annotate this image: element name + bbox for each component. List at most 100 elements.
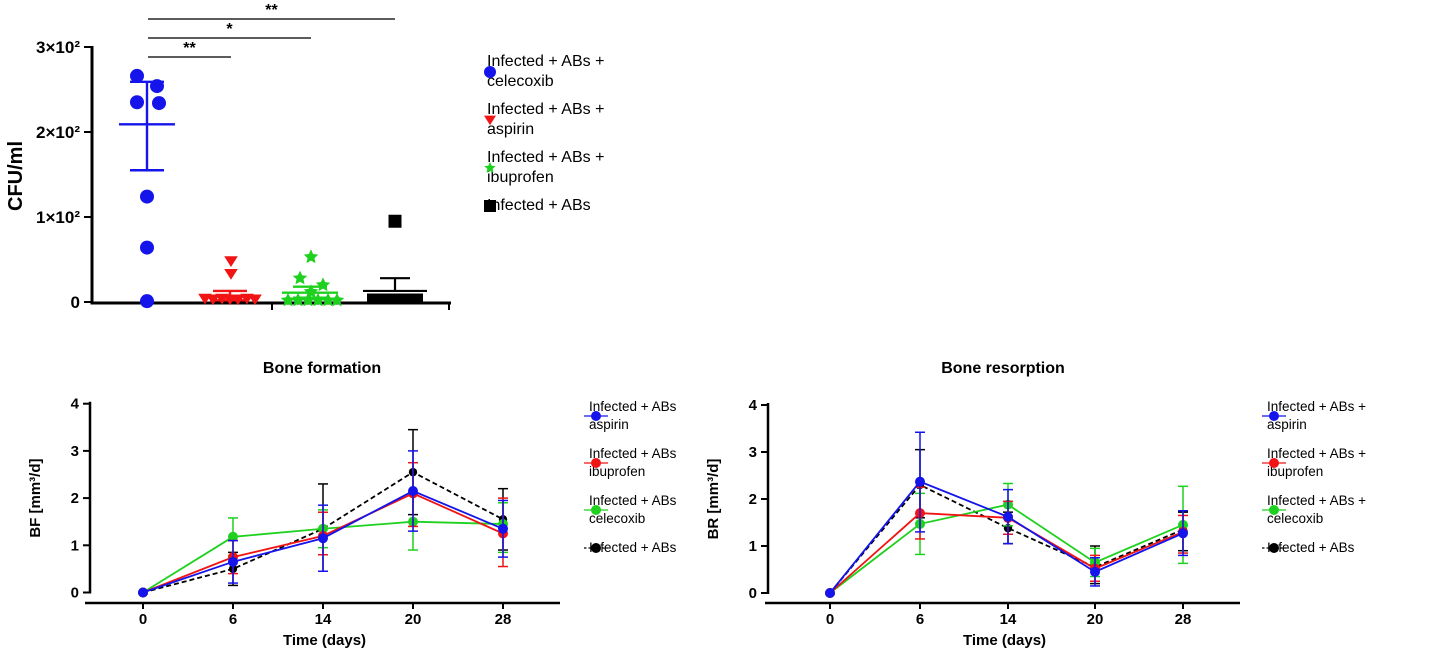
legend-label: Infected + ABs ibuprofen <box>589 446 677 479</box>
x-axis-label: Time (days) <box>963 632 1046 649</box>
legend-item: Infected + ABs ibuprofen <box>584 445 676 481</box>
significance-label: ** <box>265 2 278 19</box>
circle-icon <box>1269 458 1279 468</box>
legend-label: Infected + ABs + aspirin <box>1267 399 1367 432</box>
data-point <box>292 270 308 285</box>
y-tick-label: 0 <box>71 293 80 312</box>
y-tick-label: 0 <box>749 585 757 602</box>
data-point <box>130 95 144 110</box>
x-axis-label: Time (days) <box>283 632 366 649</box>
legend-label: Infected + ABs aspirin <box>589 399 677 432</box>
x-tick-label: 0 <box>139 611 147 628</box>
circle-icon <box>591 505 601 515</box>
data-point <box>408 486 418 497</box>
square-icon <box>484 200 496 212</box>
data-point <box>152 96 166 111</box>
data-point <box>1090 566 1100 577</box>
legend-item: Infected + ABs celecoxib <box>584 492 676 528</box>
legend-item: Infected + ABs + aspirin <box>481 100 604 140</box>
circle-icon <box>584 458 608 468</box>
circle-icon <box>1269 543 1279 553</box>
legend-item: Infected + ABs + aspirin <box>1262 398 1366 434</box>
data-point <box>825 588 835 598</box>
circle-icon <box>584 411 608 421</box>
group-infected-abs-aspirin <box>198 256 262 306</box>
data-point <box>280 292 296 307</box>
data-point <box>388 214 402 228</box>
circle-icon <box>484 66 496 78</box>
data-point <box>498 523 508 534</box>
legend-item: Infected + ABs + ibuprofen <box>481 148 604 188</box>
legend-label: Infected + ABs <box>589 540 677 555</box>
legend-item: Infected + ABs + ibuprofen <box>1262 445 1366 481</box>
circle-icon <box>1262 505 1286 515</box>
x-tick-label: 28 <box>1175 611 1192 628</box>
data-point <box>130 68 144 83</box>
data-point <box>315 277 331 292</box>
series-line <box>829 480 1184 594</box>
group-infected-abs <box>363 214 427 303</box>
data-point <box>228 531 238 542</box>
y-tick-label: 2×10² <box>36 123 80 142</box>
legend-item: Infected + ABs aspirin <box>584 398 676 434</box>
bone-resorption-chart: 0 1 2 3 4 BR [mm³/d] 0 6 14 20 28 Time (days) <box>705 397 1240 649</box>
y-tick-label: 0 <box>71 585 79 602</box>
legend-item: Infected + ABs + celecoxib <box>1262 492 1366 528</box>
circle-icon <box>591 458 601 468</box>
cfu-legend: Infected + ABs + celecoxib Infected + ABs … <box>481 52 604 216</box>
data-point <box>224 256 238 267</box>
legend-item: Infected + ABs <box>481 196 604 216</box>
circle-icon <box>1269 505 1279 515</box>
data-point <box>290 292 306 307</box>
data-point <box>320 292 336 307</box>
y-tick-label: 3×10² <box>36 38 80 57</box>
circle-icon <box>1262 458 1286 468</box>
series-infected-abs-aspirin <box>825 431 1188 598</box>
data-point <box>1178 528 1188 539</box>
bone-formation-chart: 0 1 2 3 4 BF [mm³/d] 0 6 14 20 28 Time (days) <box>27 396 560 649</box>
bone-formation-legend: Infected + ABs aspirin Infected + ABs ibupr… <box>584 398 676 557</box>
legend-label: Infected + ABs + ibuprofen <box>1267 446 1367 479</box>
legend-item: Infected + ABs <box>584 539 676 557</box>
y-tick-label: 4 <box>71 396 80 413</box>
data-point <box>303 249 319 264</box>
y-tick-label: 3 <box>749 444 757 461</box>
y-tick-label: 1 <box>71 537 79 554</box>
y-axis-label: BF [mm³/d] <box>27 459 44 538</box>
data-point <box>329 292 345 307</box>
bar <box>367 293 423 303</box>
group-infected-abs-ibuprofen <box>280 249 345 307</box>
bone-resorption-title: Bone resorption <box>941 360 1065 377</box>
data-point <box>140 294 154 309</box>
data-point <box>1003 511 1013 522</box>
legend-item: Infected + ABs <box>1262 539 1366 557</box>
data-point <box>300 292 316 307</box>
legend-label: Infected + ABs <box>487 197 591 214</box>
legend-label: Infected + ABs celecoxib <box>589 493 677 526</box>
x-tick-label: 20 <box>1087 611 1104 628</box>
x-tick-label: 0 <box>826 611 834 628</box>
legend-label: Infected + ABs + aspirin <box>487 101 605 138</box>
y-axis-label: CFU/ml <box>5 141 27 211</box>
y-tick-label: 4 <box>749 397 758 414</box>
legend-label: Infected + ABs + celecoxib <box>487 53 605 90</box>
circle-icon <box>1269 411 1279 421</box>
data-point <box>224 269 238 280</box>
series-infected-abs-aspirin <box>138 450 508 598</box>
bone-formation-title: Bone formation <box>262 360 382 377</box>
data-point <box>228 556 238 567</box>
data-point <box>140 189 154 204</box>
data-point <box>231 294 245 306</box>
data-point <box>140 240 154 255</box>
bone-resorption-legend: Infected + ABs + aspirin Infected + ABs + i… <box>1262 398 1366 557</box>
star-icon <box>484 162 496 173</box>
circle-icon <box>591 543 601 553</box>
data-point <box>915 476 925 487</box>
data-point <box>138 587 148 598</box>
data-point <box>248 294 262 306</box>
significance-label: ** <box>183 40 196 57</box>
data-point <box>206 294 220 306</box>
legend-item: Infected + ABs + celecoxib <box>481 52 604 92</box>
